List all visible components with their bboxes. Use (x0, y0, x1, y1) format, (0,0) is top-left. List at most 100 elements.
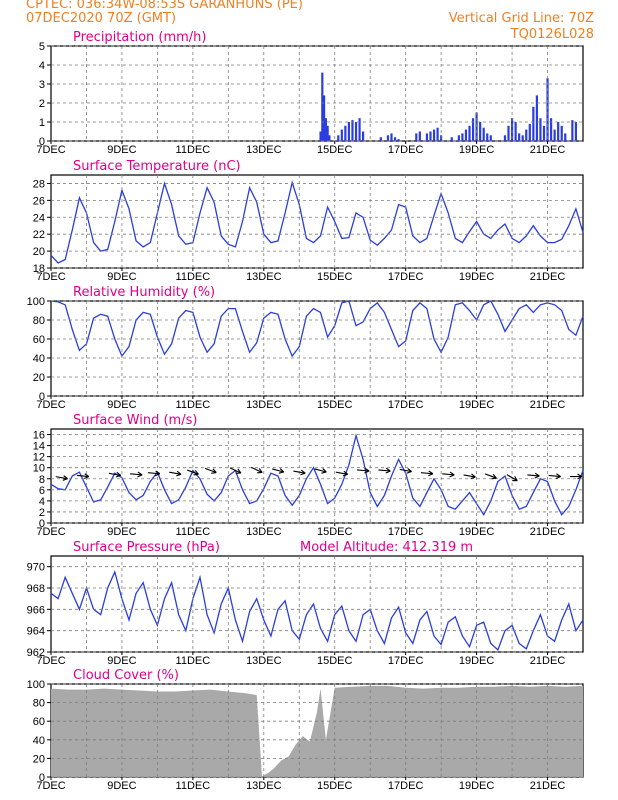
wind-arrow (204, 467, 217, 474)
precip-bar (362, 131, 365, 141)
x-tick-label: 15DEC (317, 399, 353, 411)
precip-bar (340, 129, 343, 141)
x-tick-label: 19DEC (459, 271, 495, 283)
y-tick-label: 28 (33, 178, 45, 190)
y-tick-label: 968 (27, 583, 45, 595)
wind-arrow-shaft (108, 472, 121, 476)
wind-arrow-shaft (55, 476, 68, 480)
x-tick-label: 13DEC (246, 399, 282, 411)
precip-bar (486, 133, 489, 141)
x-tick-label: 19DEC (459, 399, 495, 411)
wind-arrow-head (406, 470, 412, 474)
precip-bar (344, 125, 347, 141)
precip-bar (525, 129, 528, 141)
y-tick-label: 3 (39, 79, 45, 91)
x-tick-label: 13DEC (246, 144, 282, 156)
panel-frame (50, 555, 584, 653)
wind-arrow-shaft (229, 467, 242, 474)
wind-arrow-head (279, 468, 285, 473)
y-tick-label: 0 (39, 391, 45, 403)
precip-bar (418, 131, 421, 141)
wind-arrow (293, 469, 306, 476)
wind-arrow-head (84, 473, 90, 477)
wind-arrow-head (428, 473, 434, 477)
precip-bar (450, 137, 453, 141)
precip-bar (571, 120, 574, 141)
wind-arrow (357, 467, 370, 474)
precip-bar (546, 78, 549, 141)
precip-bar (379, 137, 382, 141)
wind-arrow (108, 471, 122, 478)
y-tick-label: 22 (33, 229, 45, 241)
precip-bar (482, 127, 485, 141)
wind-arrow-shaft (314, 468, 327, 473)
x-tick-label: 17DEC (388, 144, 424, 156)
wind-arrow-shaft (506, 474, 518, 482)
wind-arrow (442, 471, 455, 478)
wind-arrow (463, 473, 476, 480)
x-tick-label: 11DEC (176, 144, 211, 156)
wind-arrow-head (364, 470, 370, 474)
wind-arrow-shaft (378, 469, 391, 472)
panel-title: Relative Humidity (%) (73, 285, 215, 300)
wind-arrow-head (63, 475, 68, 480)
precip-bar (390, 133, 393, 141)
wind-arrow-head (343, 470, 349, 475)
wind-arrow (251, 466, 263, 474)
y-tick-label: 2 (39, 98, 45, 110)
x-tick-label: 7DEC (36, 399, 65, 411)
header-datetime: 07DEC2020 70Z (GMT) (26, 11, 177, 26)
precip-bar (514, 122, 517, 141)
y-tick-label: 962 (27, 647, 45, 659)
precip-bar (503, 135, 507, 141)
y-tick-label: 100 (27, 679, 45, 691)
y-tick-label: 6 (39, 485, 45, 497)
x-tick-label: 19DEC (459, 780, 495, 792)
y-tick-label: 26 (33, 195, 45, 207)
y-tick-label: 4 (39, 60, 45, 72)
series-line (50, 180, 584, 264)
y-tick-label: 2 (39, 507, 45, 519)
wind-arrow-head (155, 473, 161, 477)
x-tick-label: 11DEC (176, 399, 211, 411)
wind-arrow-head (555, 476, 561, 480)
x-tick-label: 15DEC (317, 526, 353, 538)
x-tick-label: 11DEC (176, 780, 211, 792)
x-tick-label: 21DEC (530, 780, 566, 792)
x-tick-label: 19DEC (459, 655, 495, 667)
precip-bar (351, 120, 354, 141)
wind-arrow-head (211, 471, 217, 474)
wind-arrow-shaft (169, 471, 182, 475)
y-tick-label: 80 (33, 698, 45, 710)
y-tick-label: 14 (33, 441, 45, 453)
y-tick-label: 0 (39, 136, 45, 148)
x-tick-label: 15DEC (317, 144, 353, 156)
precip-bar (532, 106, 535, 141)
precip-bar (553, 129, 556, 141)
x-tick-label: 21DEC (530, 655, 566, 667)
wind-arrow (335, 470, 349, 477)
x-tick-label: 11DEC (176, 526, 211, 538)
y-tick-label: 20 (33, 372, 45, 384)
precip-bar (528, 123, 531, 141)
y-tick-label: 8 (39, 474, 45, 486)
y-tick-label: 966 (27, 604, 45, 616)
panel-precipitation: 0 1 2 3 4 5 7DEC 9DEC 11DEC 13DEC 15DEC 17DEC 19DEC 2… (36, 30, 584, 156)
precip-bar (489, 135, 492, 141)
wind-arrow-head (116, 471, 122, 476)
precip-bar (518, 133, 521, 141)
wind-arrow-shaft (76, 474, 89, 478)
series-line (50, 570, 584, 652)
precip-bar (347, 122, 351, 141)
panel-humidity: 0 20 40 60 80 100 7DEC 9DEC 11DEC 13DEC 15DEC 17DEC… (27, 285, 584, 411)
panel-title: Precipitation (mm/h) (73, 30, 206, 45)
wind-arrow-head (193, 473, 199, 476)
wind-arrow-head (237, 468, 242, 474)
y-tick-label: 5 (39, 41, 45, 53)
wind-arrow-head (212, 468, 217, 473)
precip-bar (415, 133, 418, 141)
wind-arrow-shaft (399, 468, 412, 473)
wind-arrow-head (300, 472, 306, 476)
x-tick-label: 9DEC (107, 526, 136, 538)
precip-bar (354, 122, 358, 141)
